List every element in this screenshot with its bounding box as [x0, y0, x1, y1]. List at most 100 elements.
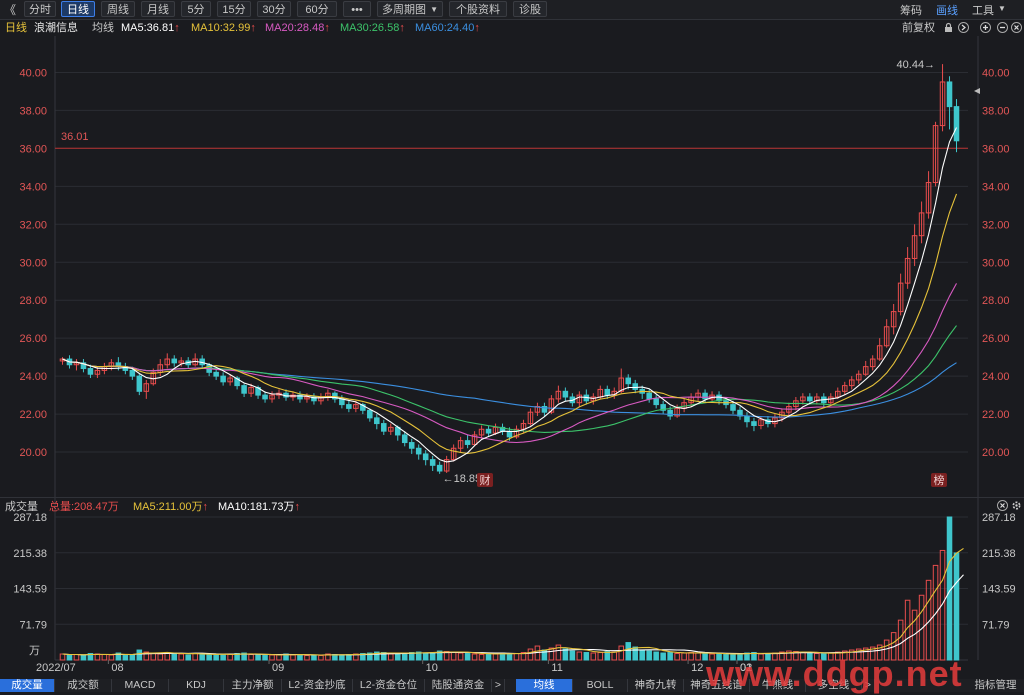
- volume-bar: [297, 654, 303, 661]
- tab-turnover[interactable]: 成交额: [55, 679, 112, 692]
- stock-name: 浪潮信息: [34, 22, 78, 34]
- chevron-down-icon: ▼: [430, 5, 438, 14]
- date-label: 2022/07: [36, 662, 76, 674]
- current-price-marker-icon: [974, 88, 980, 94]
- arrow-right-icon[interactable]: [958, 22, 969, 33]
- tab-volume[interactable]: 成交量: [0, 679, 55, 692]
- volume-bar: [262, 655, 268, 661]
- volume-bar: [786, 650, 792, 661]
- tab-boll[interactable]: BOLL: [573, 679, 628, 692]
- badge-cai[interactable]: 财: [477, 473, 493, 487]
- tab-60min[interactable]: 60分: [297, 1, 337, 17]
- tab-l2-position[interactable]: L2-资金仓位: [353, 679, 425, 692]
- diagnose-button[interactable]: 诊股: [513, 1, 547, 17]
- candle-body: [800, 396, 806, 402]
- date-label: 12: [691, 662, 703, 674]
- volume-bar: [478, 654, 485, 661]
- volume-bar: [709, 653, 715, 661]
- tab-5min[interactable]: 5分: [181, 1, 211, 17]
- price-axis-left: 40.00 38.00 36.00 34.00 32.00 30.00 28.00 26.00…: [19, 67, 47, 459]
- volume-total: 总量:208.47万: [49, 501, 119, 513]
- lock-icon[interactable]: [943, 22, 954, 33]
- candle-body: [248, 387, 254, 394]
- candle-body: [374, 417, 380, 425]
- candle-body: [178, 360, 184, 364]
- tab-main-net[interactable]: 主力净额: [224, 679, 282, 692]
- badge-bang[interactable]: 榜: [931, 473, 947, 487]
- ma-tabs-scroll-right-icon[interactable]: >: [862, 679, 875, 692]
- chips-button[interactable]: 筹码: [900, 5, 922, 17]
- minus-icon[interactable]: [997, 22, 1008, 33]
- candle-body: [862, 366, 869, 375]
- candle-body: [73, 362, 80, 366]
- price-tick-label-left: 20.00: [19, 447, 47, 459]
- close-volume-icon[interactable]: [997, 500, 1008, 511]
- tab-five-lines[interactable]: 神奇五线谱: [684, 679, 750, 692]
- reference-line-label: 36.01: [61, 131, 89, 143]
- tab-long-short[interactable]: 多空线: [806, 679, 862, 692]
- candle-body: [939, 81, 946, 127]
- ma20-up-arrow: ↑: [324, 22, 330, 34]
- price-grid: [54, 36, 979, 660]
- tab-weekly[interactable]: 周线: [101, 1, 135, 17]
- tab-15min[interactable]: 15分: [217, 1, 251, 17]
- volume-bar: [939, 549, 946, 661]
- tab-northbound[interactable]: 陆股通资金: [425, 679, 492, 692]
- volume-bar: [513, 653, 520, 661]
- gear-icon[interactable]: [1011, 500, 1022, 511]
- low-price-label: ←18.85: [443, 473, 482, 485]
- candle-body: [534, 405, 541, 413]
- volume-bar: [835, 651, 841, 661]
- back-icon[interactable]: 《: [4, 3, 17, 17]
- ma20-line: [62, 283, 957, 444]
- volume-bar: [367, 652, 373, 661]
- candle-body: [953, 106, 960, 142]
- multi-period-dropdown[interactable]: 多周期图 ▼: [377, 1, 443, 17]
- volume-bar: [66, 654, 73, 661]
- tab-macd[interactable]: MACD: [112, 679, 169, 692]
- volume-tick-label-right: 71.79: [982, 619, 1010, 631]
- tab-bull-bear[interactable]: 牛熊线: [750, 679, 806, 692]
- candle-body: [730, 404, 736, 411]
- adjust-mode-button[interactable]: 前复权: [902, 22, 935, 34]
- tab-monthly[interactable]: 月线: [141, 1, 175, 17]
- volume-tick-label-left: 71.79: [19, 619, 47, 631]
- tab-kdj[interactable]: KDJ: [169, 679, 224, 692]
- legend-ma60-value: MA60:24.40: [415, 22, 475, 34]
- draw-line-button[interactable]: 画线: [936, 5, 958, 17]
- volume-bar: [918, 594, 925, 661]
- volume-bar: [227, 654, 233, 661]
- candle-body: [297, 394, 303, 400]
- indicator-manage-button[interactable]: 指标管理: [974, 679, 1017, 691]
- more-button[interactable]: •••: [343, 1, 371, 17]
- plus-icon[interactable]: [980, 22, 991, 33]
- close-icon[interactable]: [1011, 22, 1022, 33]
- tools-button[interactable]: 工具: [972, 5, 994, 17]
- volume-ma-lines: [62, 547, 964, 656]
- volume-bar: [932, 564, 939, 661]
- tab-30min[interactable]: 30分: [257, 1, 291, 17]
- volume-bar: [639, 649, 645, 661]
- tab-ma[interactable]: 均线: [516, 679, 573, 692]
- indicator-tabs: 成交量 成交额 MACD KDJ 主力净额 L2-资金抄底 L2-资金仓位 陆股…: [0, 679, 1024, 692]
- candle-body: [674, 407, 680, 417]
- candle-body: [443, 459, 450, 472]
- volume-bar: [520, 652, 527, 661]
- volume-bar: [667, 652, 673, 661]
- volume-ma5-value: MA5:211.00万: [133, 501, 203, 513]
- tab-l2-bottom[interactable]: L2-资金抄底: [282, 679, 353, 692]
- candle-body: [876, 345, 883, 360]
- tab-daily[interactable]: 日线: [61, 1, 95, 17]
- ma-label[interactable]: 均线: [92, 22, 114, 34]
- tabs-scroll-right-icon[interactable]: >: [492, 679, 505, 692]
- volume-bar: [869, 646, 876, 661]
- ma5-line: [62, 127, 957, 463]
- stock-profile-button[interactable]: 个股资料: [449, 1, 507, 17]
- candle-body: [401, 434, 408, 444]
- candle-body: [269, 394, 275, 400]
- tab-td9[interactable]: 神奇九转: [628, 679, 684, 692]
- volume-bar: [241, 652, 247, 661]
- tab-intraday[interactable]: 分时: [24, 1, 56, 17]
- volume-tick-label-right: 287.18: [982, 512, 1016, 524]
